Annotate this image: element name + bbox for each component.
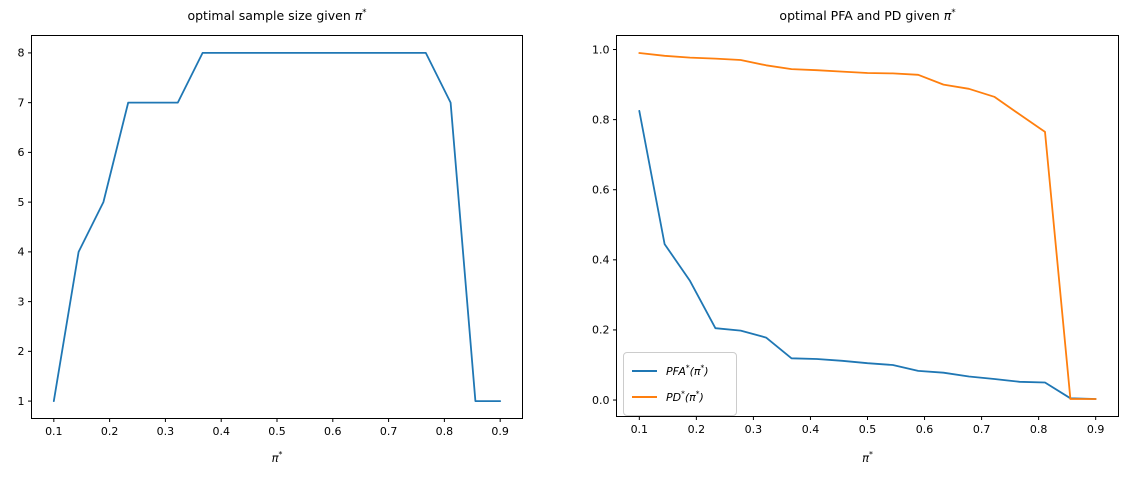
legend-label-pd: PD*(π*) (666, 388, 704, 404)
legend: PFA*(π*) PD*(π*) (623, 352, 737, 416)
series-line-0-0 (52, 52, 502, 403)
y-tick-label: 5 (18, 196, 25, 209)
y-tick-label: 6 (18, 146, 25, 159)
x-tick-label: 0.8 (1030, 423, 1048, 436)
legend-label-pfa: PFA*(π*) (666, 362, 709, 378)
left-chart-title: optimal sample size given π* (187, 7, 367, 23)
y-tick-label: 1 (18, 395, 25, 408)
left-chart-xlabel: π* (271, 450, 283, 465)
legend-line-swatch-pfa (632, 370, 657, 372)
x-tick-label: 0.4 (802, 423, 820, 436)
legend-line-swatch-pd (632, 396, 657, 398)
x-tick-label: 0.9 (1087, 423, 1105, 436)
x-tick-label: 0.7 (973, 423, 991, 436)
x-tick-label: 0.1 (45, 425, 63, 438)
x-tick-label: 0.8 (436, 425, 454, 438)
x-tick-label: 0.1 (631, 423, 649, 436)
x-tick-label: 0.2 (688, 423, 706, 436)
y-tick-label: 8 (18, 47, 25, 60)
legend-item-pd: PD*(π*) (632, 384, 728, 410)
x-tick-label: 0.7 (380, 425, 398, 438)
x-tick-label: 0.6 (916, 423, 934, 436)
y-tick-label: 3 (18, 295, 25, 308)
x-tick-label: 0.9 (491, 425, 509, 438)
y-tick-label: 7 (18, 96, 25, 109)
y-tick-label: 0.8 (592, 113, 610, 126)
x-tick-label: 0.5 (859, 423, 877, 436)
series-line-1-1 (638, 52, 1097, 400)
y-tick-label: 2 (18, 345, 25, 358)
x-tick-label: 0.6 (324, 425, 342, 438)
y-tick-label: 0.0 (592, 394, 610, 407)
y-tick-label: 0.2 (592, 324, 610, 337)
legend-item-pfa: PFA*(π*) (632, 358, 728, 384)
x-tick-label: 0.3 (157, 425, 175, 438)
y-tick-label: 1.0 (592, 43, 610, 56)
series-line-1-0 (638, 110, 1097, 400)
axes-spines (31, 35, 523, 419)
y-tick-label: 0.4 (592, 254, 610, 267)
right-chart-xlabel: π* (862, 450, 873, 465)
y-tick-label: 4 (18, 246, 25, 259)
right-chart-title: optimal PFA and PD given π* (779, 7, 956, 23)
x-tick-label: 0.2 (101, 425, 119, 438)
x-tick-label: 0.5 (268, 425, 286, 438)
x-tick-label: 0.3 (745, 423, 763, 436)
y-tick-label: 0.6 (592, 184, 610, 197)
x-tick-label: 0.4 (212, 425, 230, 438)
